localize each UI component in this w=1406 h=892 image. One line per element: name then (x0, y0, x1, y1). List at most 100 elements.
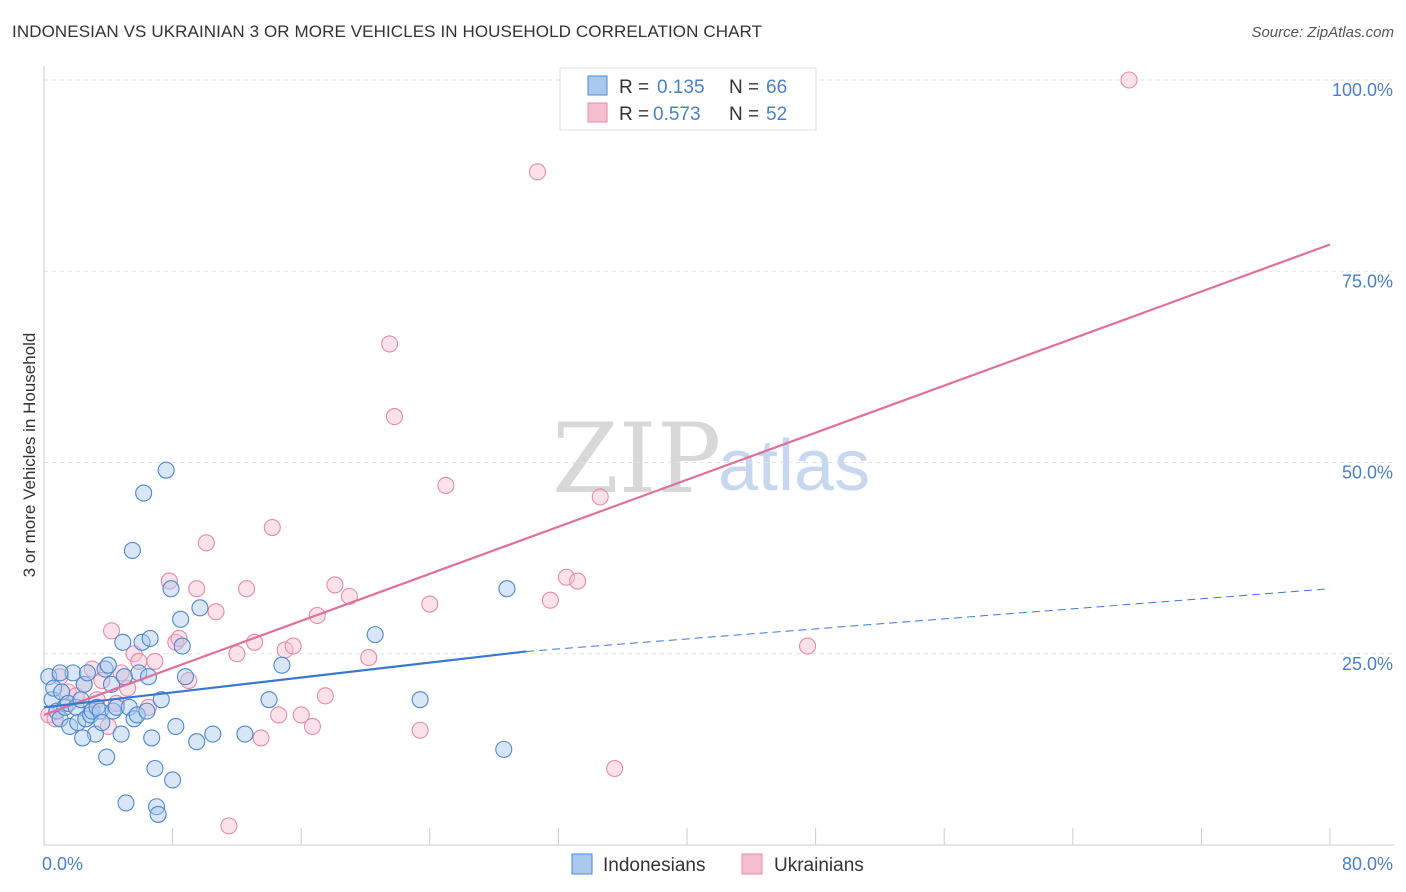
indonesians-point-42 (143, 729, 161, 747)
indonesians-point-11 (69, 714, 87, 732)
ukrainians-point-41 (381, 335, 399, 353)
indonesians-point-35 (128, 706, 146, 724)
indonesians-point-62 (495, 740, 513, 758)
ukrainians-point-47 (541, 591, 559, 609)
ukrainians-point-46 (528, 163, 547, 181)
ukrainians-point-17 (146, 652, 164, 670)
legend-r-value-indonesians: 0.135 (657, 77, 705, 98)
y-tick-label-1: 50.0% (1342, 463, 1393, 483)
indonesians-point-24 (99, 656, 117, 674)
ukrainians-point-29 (252, 729, 270, 747)
indonesians-point-39 (138, 702, 156, 720)
ukrainians-point-53 (1120, 71, 1138, 89)
bottom-legend-indonesians: Indonesians (603, 855, 705, 876)
y-tick-label-2: 75.0% (1342, 271, 1393, 291)
indonesians-point-50 (167, 717, 185, 735)
indonesians-point-8 (61, 717, 79, 735)
indonesians-point-46 (152, 691, 170, 709)
bottom-legend-swatch-ukrainians (741, 853, 763, 875)
watermark-zip: ZIP (552, 403, 721, 515)
indonesians-point-28 (112, 725, 130, 743)
ukrainians-point-52 (606, 759, 624, 778)
legend-swatch-indonesians (587, 75, 608, 96)
bottom-legend-ukrainians: Ukrainians (774, 855, 864, 876)
indonesians-point-52 (173, 637, 191, 655)
ukrainians-point-34 (292, 706, 310, 724)
gridlines (44, 79, 1394, 655)
ukrainians-point-50 (591, 488, 609, 506)
indonesians-point-65 (51, 664, 69, 682)
indonesians-point-43 (146, 759, 164, 778)
indonesians-point-29 (114, 633, 132, 651)
legend-r-label-indonesians: R = (619, 77, 649, 98)
ukrainians-point-48 (557, 568, 575, 586)
watermark-atlas: atlas (718, 426, 870, 506)
bottom-legend-swatch-indonesians (571, 853, 593, 875)
legend-n-label-indonesians: N = (729, 77, 759, 98)
indonesians-point-55 (191, 599, 209, 617)
legend-n-value-ukrainians: 52 (766, 104, 787, 125)
ukrainians-point-26 (228, 645, 246, 663)
ukrainians-point-22 (188, 580, 206, 598)
indonesians-point-51 (172, 610, 190, 628)
indonesians-point-53 (176, 668, 195, 686)
indonesians-point-58 (260, 691, 278, 709)
legend-n-label-ukrainians: N = (729, 104, 759, 125)
ukrainians-point-24 (207, 603, 225, 621)
indonesians-point-57 (236, 725, 254, 743)
ukrainians-point-51 (799, 637, 817, 655)
indonesians-point-9 (64, 664, 82, 682)
ukrainians-point-31 (270, 706, 288, 724)
ukrainians-point-27 (237, 580, 256, 598)
y-tick-label-3: 100.0% (1332, 80, 1393, 100)
ukrainians-point-35 (303, 717, 322, 735)
indonesians-point-64 (74, 729, 92, 747)
ukrainians-point-10 (102, 622, 121, 640)
ukrainians-point-44 (421, 595, 439, 613)
indonesians-point-49 (164, 771, 182, 789)
indonesians-point-38 (135, 484, 153, 502)
indonesians-point-61 (411, 691, 429, 709)
indonesians-point-23 (98, 748, 116, 766)
ukrainians-point-37 (316, 687, 334, 705)
axes (43, 66, 1394, 846)
ukrainians-point-40 (360, 649, 378, 667)
indonesians-point-59 (273, 656, 291, 674)
ukrainians-point-43 (411, 721, 429, 739)
legend-n-value-indonesians: 66 (766, 77, 787, 98)
indonesians-point-63 (498, 580, 516, 598)
y-tick-label-0: 25.0% (1342, 654, 1393, 674)
legend-swatch-ukrainians (587, 102, 608, 123)
indonesians-point-21 (93, 714, 111, 732)
legend-r-label-ukrainians: R = (619, 104, 649, 125)
ukrainians-point-45 (437, 476, 455, 495)
indonesians-point-2 (45, 679, 63, 697)
ukrainians-trendline (43, 243, 1331, 716)
indonesians-point-60 (366, 626, 384, 644)
x-tick-label-0: 0.0% (42, 854, 83, 874)
ukrainians-point-42 (385, 408, 403, 426)
chart-title: INDONESIAN VS UKRAINIAN 3 OR MORE VEHICL… (12, 22, 763, 41)
ukrainians-point-23 (197, 534, 215, 552)
indonesians-point-48 (162, 580, 180, 598)
indonesians-point-31 (117, 794, 135, 812)
indonesians-point-33 (123, 541, 141, 560)
ukrainians-point-30 (263, 518, 281, 537)
bottom-legend: Indonesians Ukrainians (571, 853, 864, 876)
trendlines (43, 243, 1331, 716)
y-axis-label: 3 or more Vehicles in Household (20, 333, 39, 578)
source-label: Source: ZipAtlas.com (1251, 24, 1394, 41)
tick-labels: 25.0% 50.0% 75.0% 100.0% 0.0% 80.0% (42, 80, 1393, 874)
indonesians-trendline (43, 650, 527, 709)
indonesians-point-15 (78, 664, 96, 682)
indonesians-point-41 (141, 629, 159, 648)
ukrainians-point-49 (569, 572, 587, 590)
indonesians-point-54 (188, 733, 206, 751)
ukrainians-point-25 (220, 817, 238, 835)
indonesians-point-37 (133, 633, 151, 651)
indonesians-trendline-extension (526, 588, 1331, 652)
x-tick-label-1: 80.0% (1342, 854, 1393, 874)
indonesians-point-45 (149, 805, 167, 823)
indonesians-point-56 (204, 725, 222, 743)
